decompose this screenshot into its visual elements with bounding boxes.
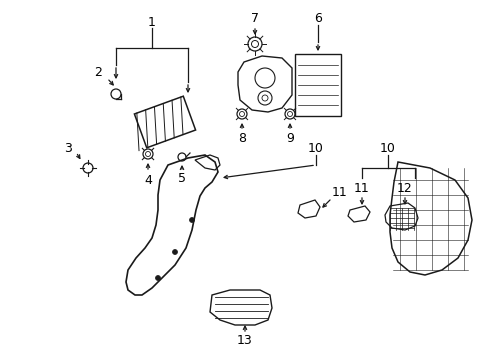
Circle shape <box>189 217 194 222</box>
Text: 3: 3 <box>64 141 72 154</box>
Text: 10: 10 <box>307 141 323 154</box>
Text: 7: 7 <box>250 12 259 24</box>
Text: 6: 6 <box>313 12 321 24</box>
Circle shape <box>155 275 160 280</box>
Text: 4: 4 <box>144 174 152 186</box>
Text: 11: 11 <box>353 181 369 194</box>
Text: 1: 1 <box>148 15 156 28</box>
Bar <box>294 54 340 116</box>
Text: 5: 5 <box>178 171 185 184</box>
Text: 10: 10 <box>379 141 395 154</box>
Text: 11: 11 <box>331 185 347 198</box>
Text: 13: 13 <box>237 333 252 346</box>
Text: 8: 8 <box>238 131 245 144</box>
Text: 12: 12 <box>396 181 412 194</box>
Text: 9: 9 <box>285 131 293 144</box>
Circle shape <box>172 249 177 255</box>
Text: 2: 2 <box>94 66 102 78</box>
